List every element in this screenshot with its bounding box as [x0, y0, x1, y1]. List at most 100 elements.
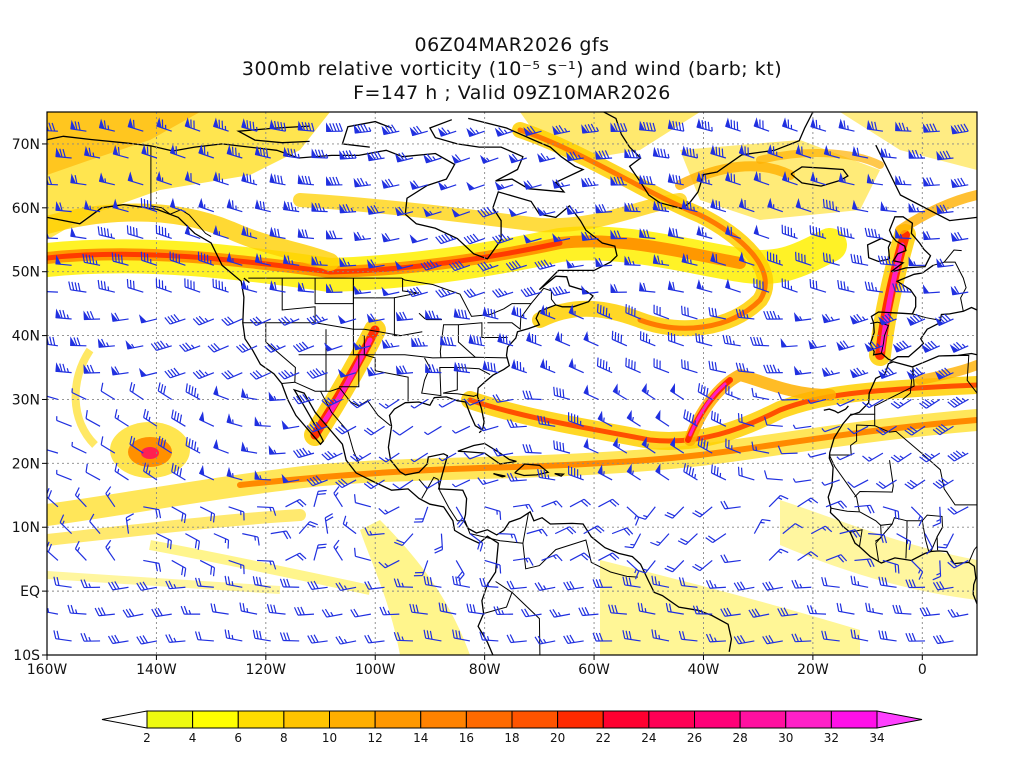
wind-barb [378, 452, 400, 463]
wind-barb [864, 341, 884, 352]
wind-barb [463, 452, 485, 460]
wind-barb [850, 629, 869, 642]
wind-barb [192, 315, 215, 326]
political-border [854, 460, 894, 498]
wind-barb [477, 206, 499, 218]
colorbar-label: 8 [280, 731, 288, 745]
wind-barb [423, 207, 442, 218]
wind-barb [810, 525, 833, 535]
political-border [875, 523, 893, 561]
wind-barb [568, 412, 584, 427]
wind-barb [837, 279, 855, 293]
wind-barb [624, 148, 642, 159]
wind-barb [194, 631, 214, 642]
wind-barb [70, 173, 87, 186]
wind-barb [74, 487, 87, 508]
wind-barb [482, 306, 499, 320]
wind-barb [875, 425, 897, 436]
wind-barb [171, 463, 186, 481]
wind-barb [392, 479, 414, 490]
wind-barb [492, 394, 514, 403]
chart-title-line1: 06Z04MAR2026 gfs [414, 34, 610, 56]
wind-barb [184, 224, 201, 240]
wind-barb [692, 506, 713, 518]
wind-barb [169, 251, 186, 266]
wind-barb [74, 540, 87, 561]
wind-barb [297, 281, 315, 293]
wind-barb [781, 224, 798, 240]
wind-barb [768, 548, 789, 561]
wind-barb [695, 333, 713, 347]
wind-barb [651, 629, 670, 642]
wind-barb [466, 127, 485, 138]
wind-barb [705, 633, 726, 643]
wind-barb [53, 576, 72, 588]
wind-barb [950, 123, 969, 135]
wind-barb [868, 533, 888, 544]
wind-barb [624, 533, 642, 549]
wind-barb [198, 197, 215, 213]
wind-barb [880, 201, 897, 213]
wind-barb [906, 367, 926, 380]
wind-barb [239, 602, 258, 615]
wind-barb [552, 124, 571, 136]
wind-barb [949, 341, 969, 353]
wind-barb [241, 279, 258, 293]
wind-barb [919, 452, 941, 463]
wind-barb [836, 602, 855, 615]
wind-barb [240, 387, 258, 401]
wind-barb [353, 547, 372, 562]
wind-barb [353, 494, 372, 508]
wind-barb [279, 578, 300, 588]
wind-barb [598, 498, 620, 508]
wind-barb [56, 469, 72, 481]
wind-barb [697, 436, 713, 454]
wind-barb [185, 436, 201, 454]
coastline [243, 277, 250, 284]
wind-barb [763, 416, 783, 427]
wind-barb [285, 552, 307, 561]
wind-barb [392, 425, 414, 436]
wind-barb [950, 285, 969, 296]
wind-barb [849, 367, 869, 379]
wind-barb [669, 383, 685, 400]
wind-barb [252, 576, 271, 588]
wind-barb [822, 252, 840, 266]
wind-barb [395, 311, 414, 322]
wind-barb [56, 416, 72, 427]
wind-barb [84, 199, 101, 213]
wind-barb [737, 466, 755, 481]
wind-barb [242, 533, 260, 546]
wind-barb [667, 172, 684, 186]
wind-barb [652, 146, 670, 159]
wind-barb [292, 341, 315, 353]
wind-barb [366, 259, 385, 269]
wind-barb [825, 554, 848, 563]
wind-barb [652, 200, 670, 213]
wind-barb [150, 340, 172, 351]
wind-barb [307, 580, 328, 591]
wind-barb [847, 479, 869, 488]
wind-barb [720, 500, 741, 510]
wind-barb [409, 234, 428, 244]
wind-barb [581, 231, 599, 241]
wind-barb [197, 251, 215, 266]
wind-barb [325, 122, 343, 133]
wind-barb [932, 634, 954, 645]
wind-barb [882, 559, 900, 574]
wind-barb [667, 119, 685, 132]
coastline [514, 463, 550, 477]
wind-barb [854, 504, 875, 514]
wind-barb [905, 632, 926, 642]
wind-barb [352, 341, 372, 351]
coastline [387, 426, 733, 652]
wind-barb [155, 224, 172, 240]
wind-barb [838, 172, 855, 186]
wind-barb [468, 333, 485, 347]
wind-barb [463, 233, 485, 245]
coastline [478, 430, 482, 434]
wind-barb [129, 435, 144, 454]
wind-barb [68, 281, 87, 293]
wind-barb [534, 259, 556, 270]
wind-barb [566, 259, 584, 269]
